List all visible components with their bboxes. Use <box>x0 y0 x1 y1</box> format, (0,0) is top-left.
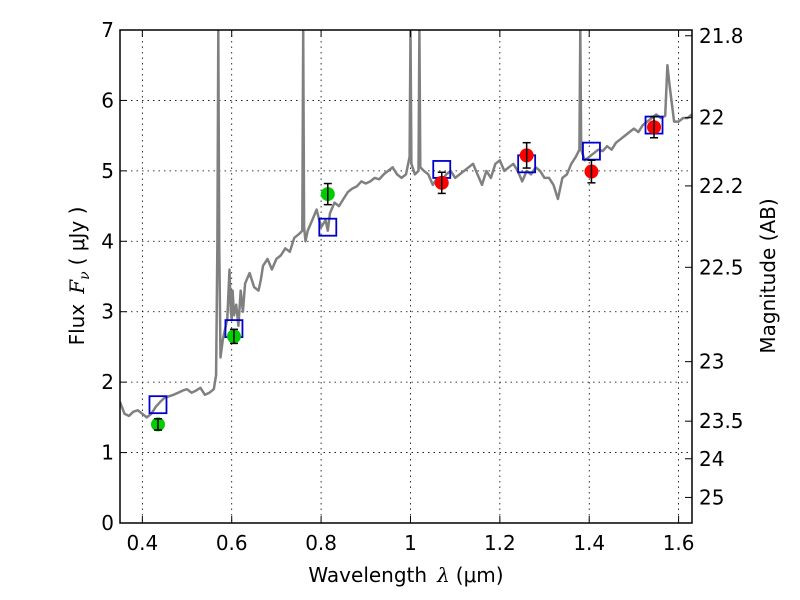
y-tick-label: 7 <box>101 18 114 42</box>
x-tick-label: 1.2 <box>484 531 516 555</box>
observed-points <box>150 120 662 432</box>
x-tick-label: 0.4 <box>126 531 158 555</box>
x-tick-label: 1 <box>404 531 417 555</box>
y-tick-label: 5 <box>101 159 114 183</box>
y-tick-label: 1 <box>101 441 114 465</box>
y2-tick-label: 22 <box>699 106 724 130</box>
x-axis-label: Wavelength λ (μm) <box>308 563 503 587</box>
model-photometry-point <box>318 217 338 237</box>
y2-tick-label: 23 <box>699 350 724 374</box>
x-tick-labels: 0.4 0.6 0.8 1 1.2 1.4 1.6 <box>126 531 694 555</box>
y-tick-labels: 0 1 2 3 4 5 6 7 <box>101 18 114 535</box>
axis-ticks <box>120 29 692 524</box>
y2-tick-label: 21.8 <box>699 24 744 48</box>
y2-tick-labels: 21.8 22 22.2 22.5 23 23.5 24 25 <box>699 24 744 510</box>
y2-tick-label: 25 <box>699 485 724 509</box>
y-tick-label: 4 <box>101 229 114 253</box>
error-bars <box>153 115 659 431</box>
model-photometry-point <box>148 395 168 415</box>
y-tick-label: 3 <box>101 300 114 324</box>
y-tick-label: 2 <box>101 370 114 394</box>
x-tick-label: 0.6 <box>216 531 248 555</box>
y2-tick-label: 23.5 <box>699 409 744 433</box>
y-tick-label: 6 <box>101 88 114 112</box>
y2-tick-label: 24 <box>699 447 724 471</box>
plot-area <box>120 30 692 432</box>
y2-axis-label: Magnitude (AB) <box>756 198 780 353</box>
y-tick-label: 0 <box>101 511 114 535</box>
x-tick-label: 1.6 <box>663 531 695 555</box>
y2-tick-label: 22.5 <box>699 255 744 279</box>
x-tick-label: 1.4 <box>573 531 605 555</box>
plot-frame <box>119 29 693 524</box>
y-axis-label: FluxFν( μJy ) <box>65 207 93 346</box>
x-tick-label: 0.8 <box>305 531 337 555</box>
y2-tick-label: 22.2 <box>699 174 744 198</box>
